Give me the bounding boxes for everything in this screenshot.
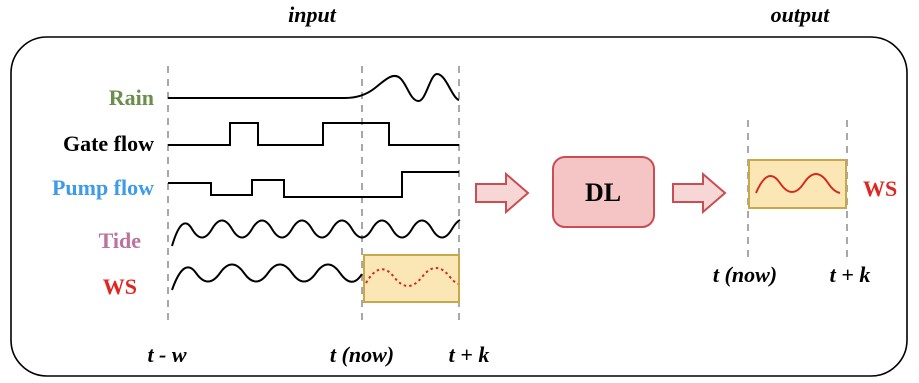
model-box	[552, 156, 655, 228]
time-label-end: t + k	[449, 342, 490, 367]
signal-label-gate-flow: Gate flow	[63, 131, 154, 156]
signal-label-ws: WS	[103, 274, 137, 299]
signal-label-tide: Tide	[99, 228, 142, 253]
output-header: output	[771, 2, 831, 27]
arrow-to-output	[672, 171, 727, 215]
forecast-box	[363, 254, 460, 303]
output-time-label-now: t (now)	[713, 262, 777, 287]
input-header: input	[288, 2, 337, 27]
ws-history-curve	[171, 263, 363, 291]
time-label-start: t - w	[147, 342, 186, 367]
output-label-ws: WS	[863, 176, 897, 201]
output-forecast-curve	[755, 173, 841, 194]
time-label-now: t (now)	[330, 342, 394, 367]
output-forecast-box	[748, 159, 847, 209]
tide-curve	[171, 219, 461, 247]
output-time-label-end: t + k	[830, 262, 871, 287]
pump-flow-curve	[168, 171, 459, 198]
signal-label-pump-flow: Pump flow	[52, 175, 154, 200]
arrow-to-model	[475, 171, 530, 215]
outer-frame	[10, 36, 908, 377]
model-label: DL	[585, 178, 621, 207]
gate-flow-curve	[168, 122, 459, 146]
signal-label-rain: Rain	[109, 85, 154, 110]
rain-curve	[168, 72, 460, 102]
